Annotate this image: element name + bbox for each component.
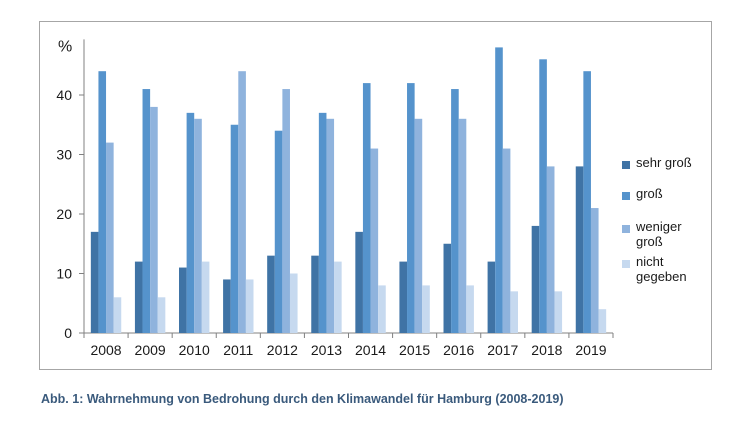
y-tick-label: 30 xyxy=(56,147,72,163)
x-tick-label: 2014 xyxy=(355,342,386,358)
x-tick-label: 2013 xyxy=(311,342,342,358)
bar-2013-groß xyxy=(318,112,327,333)
bar-2018-sehr-groß xyxy=(531,225,540,333)
bar-2008-weniger-groß xyxy=(106,142,114,333)
bar-2014-groß xyxy=(362,83,371,333)
bar-2015-weniger-groß xyxy=(414,118,423,333)
bar-2019-nicht-gegeben xyxy=(598,309,607,333)
legend-swatch-weniger-gross xyxy=(622,225,630,233)
bar-2017-groß xyxy=(495,47,503,334)
bar-2008-groß xyxy=(98,71,107,333)
bar-2009-sehr-groß xyxy=(134,261,143,333)
bar-2018-weniger-groß xyxy=(546,166,555,333)
legend-label-gross: groß xyxy=(636,186,663,201)
bar-2018-nicht-gegeben xyxy=(554,291,563,333)
legend-swatch-nicht-gegeben xyxy=(622,260,630,268)
legend-label-nicht-gegeben: nicht gegeben xyxy=(636,254,687,284)
bar-2013-sehr-groß xyxy=(311,255,319,333)
bar-2015-nicht-gegeben xyxy=(422,285,430,333)
bar-2009-groß xyxy=(142,89,151,333)
x-tick-label: 2012 xyxy=(267,342,298,358)
bar-2011-nicht-gegeben xyxy=(245,279,254,333)
bar-2012-weniger-groß xyxy=(282,89,290,333)
y-tick-label: 40 xyxy=(56,87,72,103)
bar-2012-sehr-groß xyxy=(267,255,275,333)
legend-label-sehr-gross: sehr groß xyxy=(636,155,692,170)
bar-2012-groß xyxy=(274,130,283,333)
bar-2016-groß xyxy=(451,89,459,333)
legend-swatch-sehr-gross xyxy=(622,161,630,169)
bar-chart: 0 10 20 30 40% 2008 2009 2010 2011 2012 2013 2014 20… xyxy=(56,38,614,358)
bar-2016-sehr-groß xyxy=(443,243,452,333)
bar-2010-weniger-groß xyxy=(194,118,202,333)
chart-frame: 0 10 20 30 40% 2008 2009 2010 2011 2012 2013 2014 20… xyxy=(39,21,712,370)
x-tick-label: 2010 xyxy=(179,342,210,358)
bar-2008-sehr-groß xyxy=(90,231,99,333)
x-tick-label: 2008 xyxy=(90,342,121,358)
bar-2016-nicht-gegeben xyxy=(466,285,474,333)
x-tick-label: 2019 xyxy=(575,342,606,358)
bar-2017-nicht-gegeben xyxy=(510,291,518,333)
bar-2009-weniger-groß xyxy=(150,106,158,334)
bar-2018-groß xyxy=(539,59,547,334)
bar-2014-sehr-groß xyxy=(355,231,363,333)
x-tick-label: 2009 xyxy=(135,342,166,358)
bar-2008-nicht-gegeben xyxy=(113,297,122,333)
bar-2010-sehr-groß xyxy=(179,267,187,333)
x-tick-label: 2015 xyxy=(399,342,430,358)
x-tick-label: 2011 xyxy=(223,342,253,358)
legend-swatch-gross xyxy=(622,192,630,200)
bar-2012-nicht-gegeben xyxy=(289,273,298,333)
x-tick-label: 2017 xyxy=(487,342,518,358)
bar-2015-sehr-groß xyxy=(399,261,408,333)
bar-2014-weniger-groß xyxy=(370,148,379,333)
legend-label-weniger-gross: weniger groß xyxy=(636,219,682,249)
bar-2011-groß xyxy=(230,124,239,333)
bar-2010-groß xyxy=(186,112,195,333)
figure-caption: Abb. 1: Wahrnehmung von Bedrohung durch … xyxy=(41,392,564,406)
x-tick-label: 2016 xyxy=(443,342,474,358)
bar-2014-nicht-gegeben xyxy=(378,285,386,333)
bar-2009-nicht-gegeben xyxy=(157,297,166,333)
bar-2011-weniger-groß xyxy=(238,71,246,333)
bar-2015-groß xyxy=(407,83,415,333)
y-tick-label: 0 xyxy=(64,325,72,341)
bar-2017-weniger-groß xyxy=(502,148,511,333)
bar-2013-nicht-gegeben xyxy=(334,261,342,333)
bar-2019-weniger-groß xyxy=(590,208,599,333)
bar-2010-nicht-gegeben xyxy=(201,261,210,333)
bar-2013-weniger-groß xyxy=(326,118,335,333)
bar-2019-sehr-groß xyxy=(575,166,584,333)
y-tick-label: 10 xyxy=(56,266,72,282)
bar-2017-sehr-groß xyxy=(487,261,496,333)
y-axis-label: % xyxy=(58,38,72,55)
x-tick-label: 2018 xyxy=(531,342,562,358)
bar-2016-weniger-groß xyxy=(458,118,467,333)
y-tick-label: 20 xyxy=(56,206,72,222)
bar-2019-groß xyxy=(583,71,591,333)
bar-2011-sehr-groß xyxy=(223,279,231,333)
